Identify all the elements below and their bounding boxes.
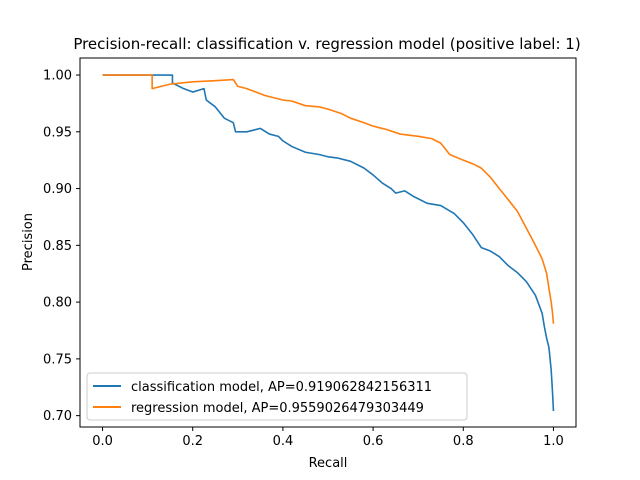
chart-title: Precision-recall: classification v. regr… <box>73 35 580 53</box>
series-lines <box>102 74 555 412</box>
x-tick-label: 0.0 <box>92 434 113 449</box>
x-tick-label: 0.4 <box>273 434 294 449</box>
plot-frame <box>79 57 577 428</box>
x-axis-ticks: 0.0 0.2 0.4 0.6 0.8 1.0 <box>92 427 564 449</box>
plot-area <box>79 57 577 428</box>
x-tick-label: 0.8 <box>453 434 474 449</box>
y-tick-label: 0.70 <box>43 409 72 424</box>
y-tick-label: 1.00 <box>43 69 72 84</box>
x-tick-label: 1.0 <box>543 434 564 449</box>
x-tick-label: 0.2 <box>182 434 203 449</box>
y-axis-ticks: 0.70 0.75 0.80 0.85 0.90 0.95 1.00 <box>43 69 80 424</box>
y-axis-label: Precision <box>21 213 36 271</box>
legend-frame <box>86 372 468 421</box>
y-tick-label: 0.85 <box>43 239 72 254</box>
series-line-0 <box>102 74 555 412</box>
series-line-1 <box>102 74 555 324</box>
y-tick-label: 0.75 <box>43 352 72 367</box>
y-tick-label: 0.90 <box>43 182 72 197</box>
x-axis-label: Recall <box>309 456 348 471</box>
legend: classification model, AP=0.9190628421563… <box>86 372 468 421</box>
y-tick-label: 0.95 <box>43 125 72 140</box>
y-tick-label: 0.80 <box>43 296 72 311</box>
legend-label-regression: regression model, AP=0.9559026479303449 <box>131 401 424 416</box>
legend-label-classification: classification model, AP=0.9190628421563… <box>131 380 432 395</box>
x-tick-label: 0.6 <box>363 434 384 449</box>
